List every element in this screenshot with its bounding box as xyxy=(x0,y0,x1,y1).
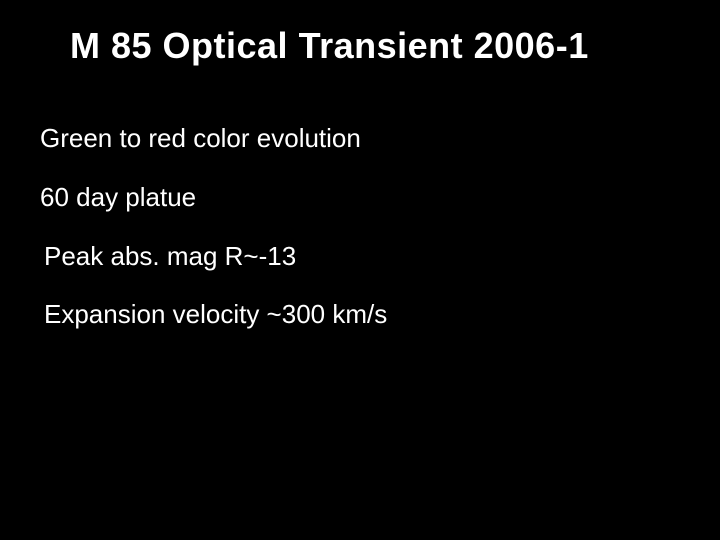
slide-title: M 85 Optical Transient 2006-1 xyxy=(70,25,680,67)
bullet-item: Green to red color evolution xyxy=(40,122,680,156)
bullet-item: 60 day platue xyxy=(40,181,680,215)
bullet-item: Peak abs. mag R~-13 xyxy=(44,240,680,274)
bullet-item: Expansion velocity ~300 km/s xyxy=(44,298,680,332)
bullet-list: Green to red color evolution 60 day plat… xyxy=(40,122,680,332)
slide: M 85 Optical Transient 2006-1 Green to r… xyxy=(0,0,720,540)
